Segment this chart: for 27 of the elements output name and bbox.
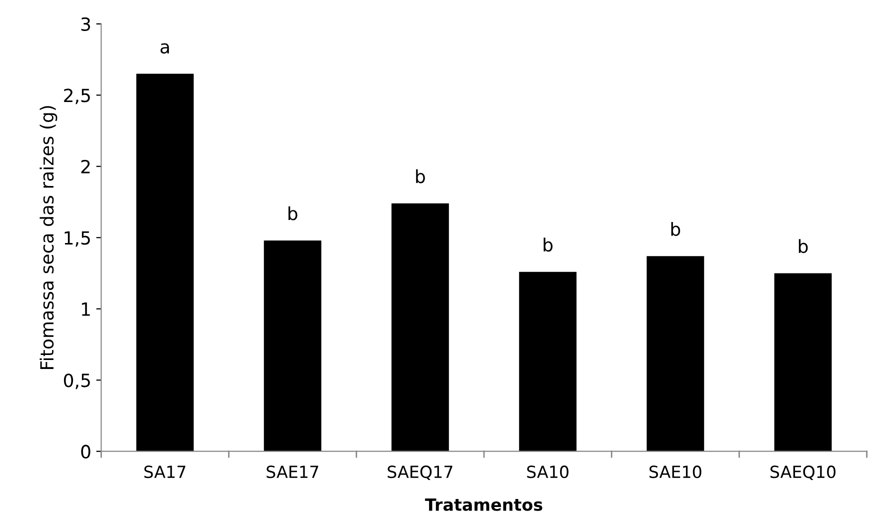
x-tick-label: SA17 bbox=[144, 466, 186, 478]
x-axis-title: Tratamentos bbox=[425, 498, 542, 511]
y-tick-label: 1 bbox=[82, 302, 90, 316]
x-tick-label: SA10 bbox=[527, 466, 568, 478]
y-tick-label: 2 bbox=[81, 160, 90, 174]
y-tick-label: 3 bbox=[81, 17, 90, 32]
annotation: b bbox=[798, 239, 808, 254]
x-tick-label: SAEQ17 bbox=[388, 466, 452, 480]
y-tick-label: 1,5 bbox=[64, 231, 90, 247]
x-tick-label: SAE17 bbox=[266, 466, 318, 478]
x-tick-label: SAEQ10 bbox=[770, 466, 836, 480]
bar bbox=[646, 256, 704, 452]
y-tick-label: 0,5 bbox=[64, 374, 90, 390]
annotation: b bbox=[671, 222, 680, 236]
annotation: b bbox=[288, 206, 298, 220]
annotation: b bbox=[544, 238, 553, 252]
bar bbox=[519, 272, 577, 452]
bar bbox=[774, 273, 832, 452]
bar bbox=[136, 74, 194, 452]
y-tick-label: 0 bbox=[81, 444, 90, 458]
x-tick-label: SAE10 bbox=[649, 466, 702, 478]
bar bbox=[264, 240, 322, 452]
y-tick-label: 2,5 bbox=[64, 88, 90, 104]
annotation: b bbox=[416, 169, 425, 184]
bar bbox=[391, 203, 449, 452]
annotation: a bbox=[160, 43, 169, 54]
y-axis-title: Fitomassa seca das raizes (g) bbox=[40, 106, 58, 369]
